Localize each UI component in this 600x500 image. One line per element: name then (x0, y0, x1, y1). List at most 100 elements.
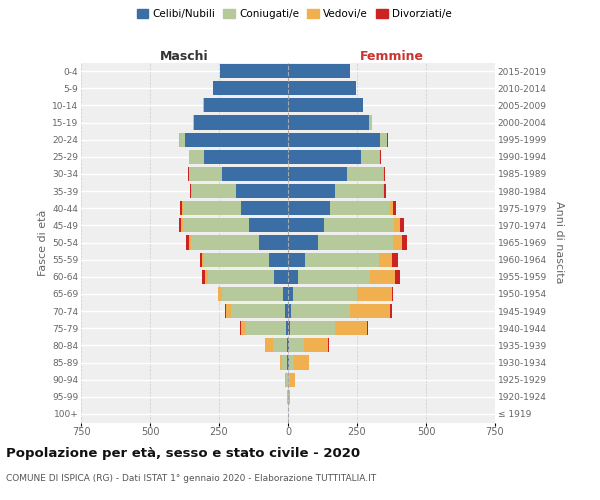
Bar (204, 98, 288, 112)
Bar (189, 167, 222, 181)
Text: Maschi: Maschi (160, 50, 209, 62)
Bar (179, 132, 185, 146)
Bar (294, 356, 309, 370)
Bar (186, 236, 189, 250)
Bar (289, 338, 304, 352)
Bar (393, 236, 402, 250)
Bar (181, 218, 182, 232)
Bar (214, 81, 288, 95)
Bar (273, 338, 287, 352)
Bar (288, 252, 305, 266)
Bar (298, 270, 370, 284)
Bar (288, 287, 293, 301)
Bar (182, 201, 241, 215)
Bar (288, 201, 330, 215)
Bar (289, 390, 290, 404)
Bar (400, 218, 404, 232)
Bar (288, 81, 356, 95)
Bar (379, 252, 392, 266)
Bar (203, 252, 269, 266)
Bar (284, 304, 288, 318)
Bar (384, 167, 385, 181)
Bar (231, 304, 284, 318)
Bar (246, 321, 286, 335)
Bar (200, 252, 202, 266)
Bar (265, 338, 273, 352)
Bar (288, 338, 289, 352)
Bar (190, 184, 191, 198)
Bar (367, 321, 368, 335)
Bar (391, 304, 392, 318)
Bar (283, 356, 287, 370)
Bar (202, 270, 205, 284)
Bar (290, 372, 295, 386)
Bar (259, 236, 288, 250)
Bar (288, 98, 362, 112)
Bar (285, 372, 286, 386)
Bar (394, 218, 400, 232)
Bar (286, 321, 288, 335)
Bar (205, 270, 208, 284)
Legend: Celibi/Nubili, Coniugati/e, Vedovi/e, Divorziati/e: Celibi/Nubili, Coniugati/e, Vedovi/e, Di… (133, 5, 455, 24)
Bar (304, 338, 328, 352)
Bar (288, 304, 291, 318)
Bar (274, 270, 288, 284)
Bar (189, 236, 191, 250)
Bar (280, 356, 283, 370)
Bar (192, 184, 236, 198)
Bar (361, 150, 379, 164)
Bar (335, 184, 383, 198)
Bar (347, 167, 383, 181)
Bar (182, 218, 250, 232)
Bar (350, 304, 391, 318)
Bar (222, 167, 288, 181)
Bar (194, 116, 288, 130)
Bar (218, 287, 223, 301)
Bar (204, 150, 288, 164)
Bar (220, 64, 288, 78)
Bar (392, 252, 398, 266)
Bar (289, 356, 294, 370)
Bar (226, 304, 231, 318)
Bar (380, 132, 387, 146)
Bar (305, 252, 379, 266)
Y-axis label: Fasce di età: Fasce di età (38, 210, 48, 276)
Bar (395, 270, 400, 284)
Bar (193, 116, 194, 130)
Bar (390, 201, 392, 215)
Bar (288, 64, 350, 78)
Bar (325, 218, 394, 232)
Bar (288, 270, 298, 284)
Text: Femmine: Femmine (359, 50, 424, 62)
Bar (288, 236, 318, 250)
Bar (283, 287, 288, 301)
Bar (288, 167, 347, 181)
Bar (293, 287, 357, 301)
Bar (288, 150, 361, 164)
Bar (288, 372, 290, 386)
Bar (208, 270, 274, 284)
Bar (241, 201, 288, 215)
Bar (269, 252, 288, 266)
Text: COMUNE DI ISPICA (RG) - Dati ISTAT 1° gennaio 2020 - Elaborazione TUTTITALIA.IT: COMUNE DI ISPICA (RG) - Dati ISTAT 1° ge… (6, 474, 376, 483)
Bar (188, 167, 189, 181)
Bar (180, 201, 182, 215)
Bar (383, 184, 385, 198)
Bar (357, 287, 392, 301)
Bar (190, 150, 204, 164)
Bar (191, 236, 259, 250)
Bar (286, 372, 288, 386)
Bar (380, 150, 381, 164)
Bar (241, 321, 246, 335)
Bar (288, 184, 335, 198)
Bar (290, 321, 335, 335)
Bar (288, 321, 290, 335)
Bar (185, 132, 288, 146)
Bar (202, 252, 203, 266)
Bar (330, 201, 390, 215)
Y-axis label: Anni di nascita: Anni di nascita (554, 201, 563, 284)
Bar (288, 116, 370, 130)
Bar (288, 218, 325, 232)
Bar (370, 270, 395, 284)
Bar (335, 321, 367, 335)
